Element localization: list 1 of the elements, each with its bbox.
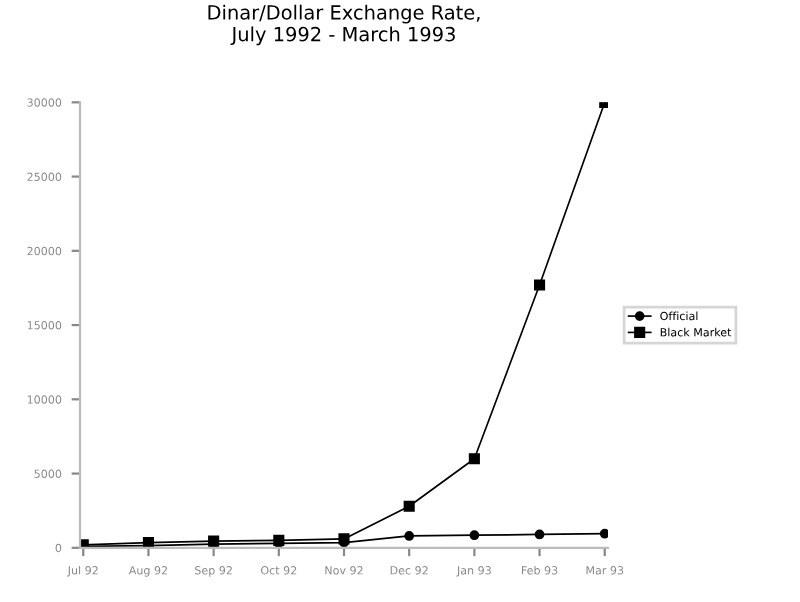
chart-title: Dinar/Dollar Exchange Rate, July 1992 - March 1993 — [208, 4, 480, 46]
